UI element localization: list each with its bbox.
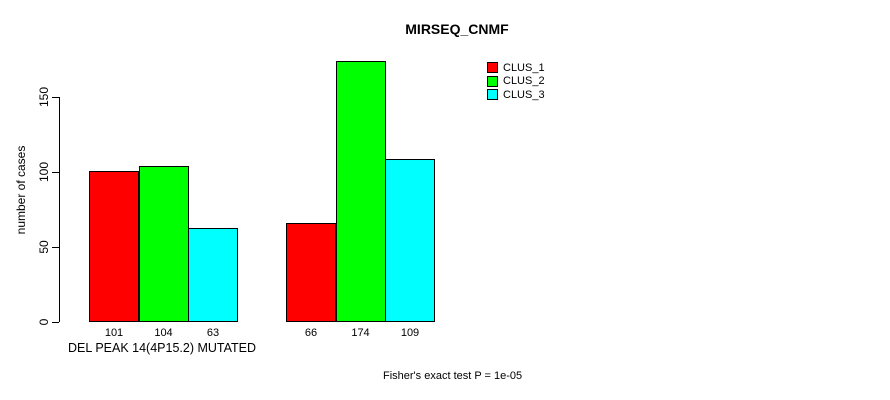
chart-title: MIRSEQ_CNMF	[405, 21, 509, 37]
y-tick-mark	[52, 96, 59, 98]
y-tick-mark	[52, 321, 59, 323]
legend-label: CLUS_3	[503, 88, 545, 101]
x-axis-title: DEL PEAK 14(4P15.2) MUTATED	[68, 341, 257, 355]
legend-swatch-clus1	[487, 62, 498, 74]
bar-value-label: 104	[154, 327, 173, 339]
y-axis-title: number of cases	[14, 145, 28, 235]
bar-clus_2-group-2	[335, 61, 386, 322]
bar-clus_3-group-1	[188, 227, 238, 322]
y-tick-label: 50	[37, 240, 51, 254]
bar-value-label: 63	[206, 327, 220, 339]
bar-clus_1-group-2	[286, 223, 336, 322]
legend-item: CLUS_1	[487, 61, 545, 75]
bar-value-label: 109	[400, 327, 420, 339]
legend-swatch-clus2	[487, 75, 498, 87]
legend-label: CLUS_2	[503, 75, 545, 88]
y-tick-label: 0	[37, 318, 51, 326]
legend-label: CLUS_1	[503, 61, 545, 74]
bar-value-label: 101	[104, 327, 124, 339]
legend-item: CLUS_3	[487, 88, 545, 102]
y-tick-mark	[52, 171, 59, 173]
y-tick-mark	[52, 246, 59, 248]
legend-item: CLUS_2	[487, 75, 545, 89]
bar-clus_1-group-1	[89, 170, 139, 322]
legend: CLUS_1 CLUS_2 CLUS_3	[487, 61, 545, 102]
legend-swatch-clus3	[487, 89, 498, 101]
bar-value-label: 174	[351, 327, 370, 339]
y-tick-label: 150	[37, 86, 51, 108]
bar-value-label: 66	[304, 327, 318, 339]
bar-clus_2-group-1	[138, 166, 189, 322]
y-tick-label: 100	[37, 161, 51, 183]
bar-clus_3-group-2	[385, 158, 435, 322]
fisher-test-annotation: Fisher's exact test P = 1e-05	[383, 370, 523, 382]
y-axis-line	[59, 97, 60, 322]
